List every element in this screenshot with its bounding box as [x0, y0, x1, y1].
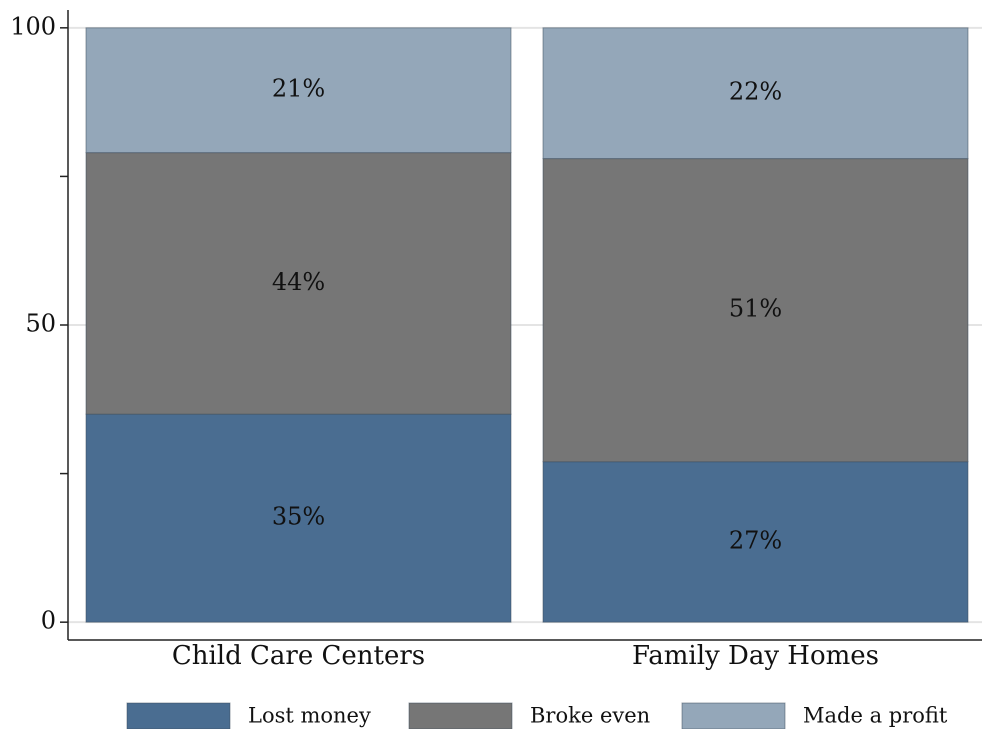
- y-tick-label: 50: [25, 310, 56, 338]
- legend-label: Made a profit: [803, 704, 948, 728]
- legend-swatch: [408, 702, 513, 729]
- legend-swatch: [681, 702, 786, 729]
- legend-label: Broke even: [530, 704, 650, 728]
- x-tick-label: Child Care Centers: [172, 641, 425, 671]
- value-label: 51%: [729, 295, 782, 323]
- legend-swatch: [126, 702, 231, 729]
- value-label: 27%: [729, 526, 782, 554]
- bar-segment: [542, 461, 969, 623]
- value-label: 22%: [729, 78, 782, 106]
- bar-segment: [85, 27, 512, 154]
- x-tick-label: Family Day Homes: [632, 641, 879, 671]
- bar-segment: [542, 158, 969, 463]
- bar-segment: [85, 152, 512, 415]
- legend-label: Lost money: [248, 704, 371, 728]
- value-label: 35%: [272, 503, 325, 531]
- value-label: 44%: [272, 268, 325, 296]
- value-label: 21%: [272, 75, 325, 103]
- y-tick-label: 100: [10, 12, 56, 40]
- bar-segment: [85, 413, 512, 623]
- y-tick-label: 0: [41, 607, 56, 635]
- bar-segment: [542, 27, 969, 160]
